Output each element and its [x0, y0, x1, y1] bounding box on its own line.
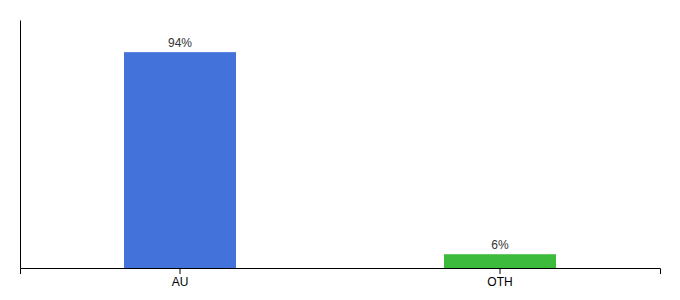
data-label: 6%	[491, 238, 509, 252]
x-tick-label: OTH	[487, 275, 512, 289]
x-tick-label: AU	[172, 275, 189, 289]
bar	[444, 254, 556, 268]
bar	[124, 52, 236, 268]
x-tick: AU	[172, 268, 189, 289]
x-tick: OTH	[487, 268, 512, 289]
y-axis	[20, 21, 21, 269]
bars	[124, 52, 556, 268]
data-label: 94%	[168, 36, 192, 50]
x-tick-mark	[500, 268, 501, 274]
x-tick-mark	[180, 268, 181, 274]
chart: 94% 6% AU OTH	[0, 0, 680, 300]
x-axis-line	[21, 269, 661, 275]
y-axis-line	[20, 21, 21, 269]
data-labels: 94% 6%	[168, 36, 509, 252]
x-axis: AU OTH	[21, 268, 661, 289]
